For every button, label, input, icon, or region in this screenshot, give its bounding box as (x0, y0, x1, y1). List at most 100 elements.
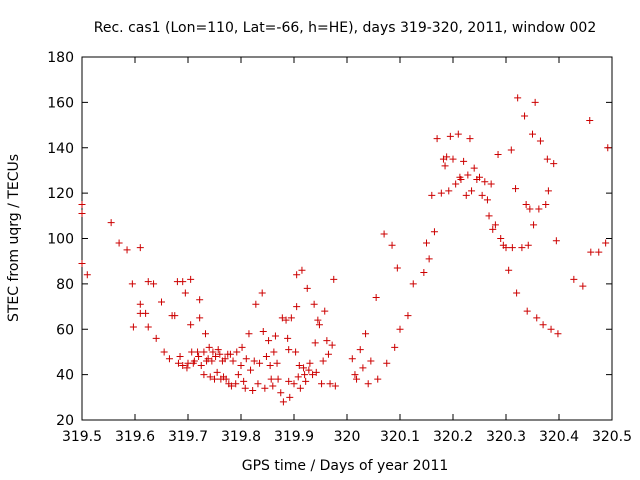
data-point (115, 239, 123, 247)
data-point (277, 389, 285, 397)
data-point (522, 200, 530, 208)
data-point (446, 132, 454, 140)
data-point (388, 241, 396, 249)
data-point (269, 382, 277, 390)
data-point (241, 384, 249, 392)
x-tick-label: 320.2 (433, 429, 473, 445)
data-point (205, 343, 213, 351)
data-point (331, 382, 339, 390)
data-point (160, 348, 168, 356)
data-point (353, 375, 361, 383)
data-point (227, 382, 235, 390)
data-point (129, 323, 137, 331)
x-tick-label: 320.4 (539, 429, 579, 445)
data-point (249, 387, 257, 395)
data-point (262, 352, 270, 360)
data-point (83, 271, 91, 279)
data-point (321, 307, 329, 315)
data-point (152, 334, 160, 342)
data-point (282, 316, 290, 324)
data-point (539, 321, 547, 329)
data-point (237, 362, 245, 370)
data-point (330, 275, 338, 283)
data-point (181, 289, 189, 297)
data-point (179, 362, 187, 370)
data-point (266, 362, 274, 370)
data-point (367, 357, 375, 365)
data-point (409, 280, 417, 288)
data-point (234, 371, 242, 379)
data-point (404, 312, 412, 320)
data-point (324, 350, 332, 358)
data-point (483, 196, 491, 204)
data-point (312, 368, 320, 376)
data-point (586, 117, 594, 125)
data-point (190, 357, 198, 365)
data-point (430, 228, 438, 236)
data-point (200, 371, 208, 379)
data-point (523, 307, 531, 315)
data-point (250, 357, 258, 365)
data-point (372, 293, 380, 301)
x-tick-label: 320.3 (486, 429, 526, 445)
data-point (302, 377, 310, 385)
data-point (449, 155, 457, 163)
data-point (295, 362, 303, 370)
data-point (196, 296, 204, 304)
data-point (380, 230, 388, 238)
data-point (197, 362, 205, 370)
data-point (284, 334, 292, 342)
data-point (544, 187, 552, 195)
data-point (196, 314, 204, 322)
x-axis-label: GPS time / Days of year 2011 (242, 458, 449, 474)
data-point (460, 157, 468, 165)
data-point (485, 212, 493, 220)
data-point (374, 375, 382, 383)
data-point (433, 135, 441, 143)
data-point (508, 244, 516, 252)
data-point (176, 352, 184, 360)
data-point (328, 341, 336, 349)
data-point (494, 151, 502, 159)
data-point (521, 112, 529, 120)
data-point (290, 380, 298, 388)
data-point (505, 266, 513, 274)
data-point (570, 275, 578, 283)
data-point (242, 355, 250, 363)
data-point (306, 359, 314, 367)
y-tick-label: 20 (56, 413, 74, 429)
data-point (201, 330, 209, 338)
data-point (445, 187, 453, 195)
data-point (536, 137, 544, 145)
data-point (314, 316, 322, 324)
axis-tick-labels: 319.5 319.6 319.7 319.8 319.9 320 320.1 320.2 32… (47, 50, 632, 445)
data-point (267, 375, 275, 383)
data-point (278, 314, 286, 322)
data-point (529, 130, 536, 138)
data-point (78, 200, 86, 208)
data-point (359, 364, 367, 372)
data-point (303, 284, 311, 292)
data-point (150, 280, 158, 288)
data-point (78, 259, 86, 267)
x-tick-label: 320 (334, 429, 361, 445)
data-point (256, 359, 264, 367)
data-point (491, 221, 499, 229)
y-tick-label: 180 (47, 50, 74, 66)
data-point (466, 135, 474, 143)
data-point (443, 153, 451, 161)
data-point (524, 241, 532, 249)
data-point (216, 350, 224, 358)
data-point (293, 303, 301, 311)
axis-ticks (81, 56, 613, 421)
data-point (221, 355, 229, 363)
data-point (245, 330, 253, 338)
data-point (206, 373, 214, 381)
data-point (171, 312, 179, 320)
data-point (437, 189, 445, 197)
x-tick-label: 320.1 (380, 429, 420, 445)
data-point (305, 366, 313, 374)
data-point (294, 373, 302, 381)
data-point (128, 280, 136, 288)
data-point (587, 248, 595, 256)
